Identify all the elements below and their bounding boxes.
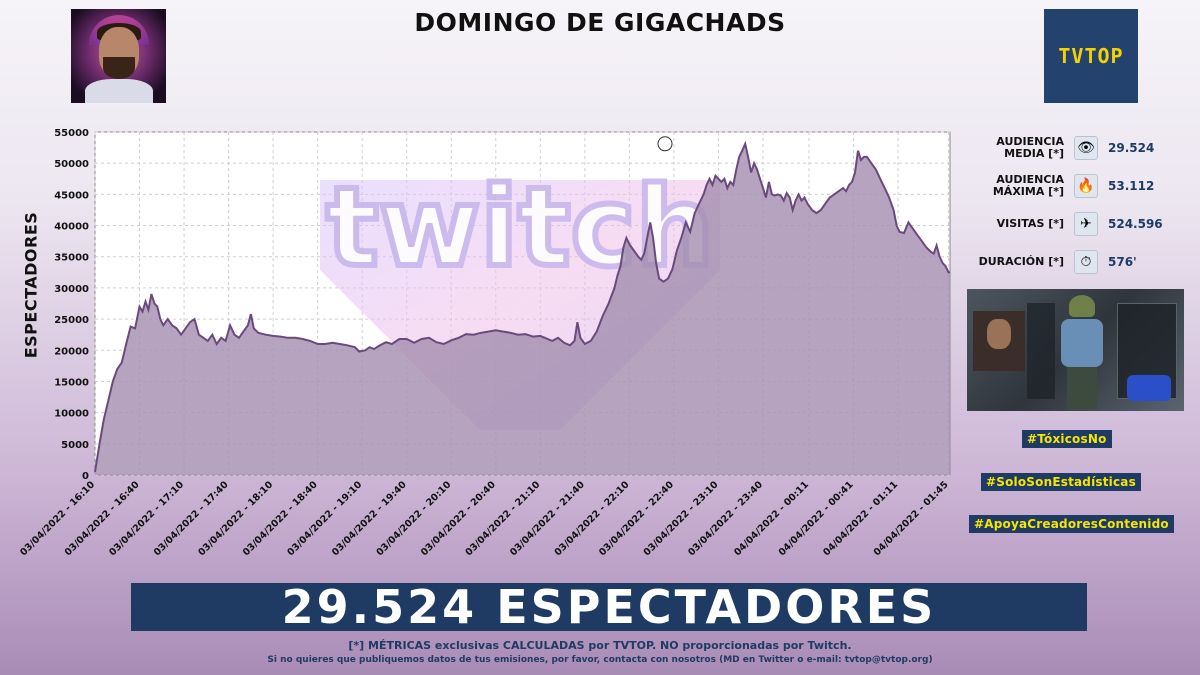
- eye-icon: 👁: [1074, 136, 1098, 160]
- viewers-area: [95, 143, 950, 476]
- stream-thumbnail: [967, 289, 1184, 411]
- stat-value: 524.596: [1108, 217, 1163, 231]
- viewers-banner: 29.524 ESPECTADORES: [131, 583, 1087, 631]
- x-tick-label: 03/04/2022 - 22:10: [553, 479, 632, 558]
- x-tick-label: 03/04/2022 - 16:40: [63, 479, 142, 558]
- plane-icon: ✈: [1074, 212, 1098, 236]
- hashtag-apoya-creadores: #ApoyaCreadoresContenido: [969, 515, 1174, 533]
- x-tick-label: 03/04/2022 - 17:10: [107, 479, 186, 558]
- hashtag-toxicos-no: #TóxicosNo: [1022, 430, 1112, 448]
- stat-label: AUDIENCIA MEDIA [*]: [996, 135, 1064, 160]
- stat-value: 576': [1108, 255, 1137, 269]
- stat-visits: VISITAS [*] ✈ 524.596: [968, 210, 1188, 238]
- page-title: DOMINGO DE GIGACHADS: [414, 8, 786, 37]
- x-tick-label: 03/04/2022 - 23:40: [686, 479, 765, 558]
- x-tick-label: 03/04/2022 - 21:10: [464, 479, 543, 558]
- x-tick-label: 03/04/2022 - 17:40: [152, 479, 231, 558]
- y-tick-label: 30000: [54, 284, 89, 295]
- y-tick-label: 5000: [61, 440, 89, 451]
- x-tick-label: 03/04/2022 - 16:10: [18, 479, 97, 558]
- y-tick-label: 10000: [54, 409, 89, 420]
- y-tick-label: 15000: [54, 377, 89, 388]
- y-tick-label: 50000: [54, 159, 89, 170]
- y-tick-label: 0: [82, 471, 89, 482]
- tvtop-logo: TVTOP: [1044, 9, 1138, 103]
- stopwatch-icon: ⏱: [1074, 250, 1098, 274]
- y-tick-label: 40000: [54, 222, 89, 233]
- x-tick-label: 03/04/2022 - 18:10: [196, 479, 275, 558]
- x-tick-label: 03/04/2022 - 21:40: [508, 479, 587, 558]
- x-tick-label: 03/04/2022 - 20:40: [419, 479, 498, 558]
- x-tick-label: 03/04/2022 - 19:40: [330, 479, 409, 558]
- x-tick-label: 04/04/2022 - 00:41: [777, 479, 856, 558]
- peak-marker: [657, 136, 673, 152]
- y-tick-label: 35000: [54, 253, 89, 264]
- hashtag-solo-estadisticas: #SoloSonEstadísticas: [981, 473, 1141, 491]
- logo-text: TVTOP: [1058, 44, 1124, 68]
- stat-max-audience: AUDIENCIA MÁXIMA [*] 🔥 53.112: [968, 172, 1188, 200]
- y-tick-label: 55000: [54, 128, 89, 139]
- viewers-line: [94, 140, 950, 473]
- y-tick-label: 25000: [54, 315, 89, 326]
- stat-label: AUDIENCIA MÁXIMA [*]: [992, 173, 1064, 198]
- stat-duration: DURACIÓN [*] ⏱ 576': [968, 248, 1188, 276]
- stat-value: 53.112: [1108, 179, 1155, 193]
- x-tick-label: 04/04/2022 - 00:11: [732, 479, 811, 558]
- banner-text: 29.524 ESPECTADORES: [281, 580, 937, 634]
- x-tick-label: 03/04/2022 - 18:40: [241, 479, 320, 558]
- footer-contact-note: Si no quieres que publiquemos datos de t…: [267, 655, 933, 665]
- x-tick-label: 03/04/2022 - 23:10: [642, 479, 721, 558]
- footer-metrics-note: [*] MÉTRICAS exclusivas CALCULADAS por T…: [348, 639, 852, 652]
- stat-average-audience: AUDIENCIA MEDIA [*] 👁 29.524: [968, 134, 1188, 162]
- streamer-avatar: [71, 9, 166, 103]
- stat-value: 29.524: [1108, 141, 1155, 155]
- y-tick-label: 45000: [54, 190, 89, 201]
- x-tick-label: 03/04/2022 - 19:10: [285, 479, 364, 558]
- x-tick-label: 03/04/2022 - 22:40: [597, 479, 676, 558]
- stat-label: DURACIÓN [*]: [978, 255, 1064, 268]
- fire-icon: 🔥: [1074, 174, 1098, 198]
- stat-label: VISITAS [*]: [996, 217, 1064, 230]
- x-tick-label: 03/04/2022 - 20:10: [374, 479, 453, 558]
- y-tick-label: 20000: [54, 346, 89, 357]
